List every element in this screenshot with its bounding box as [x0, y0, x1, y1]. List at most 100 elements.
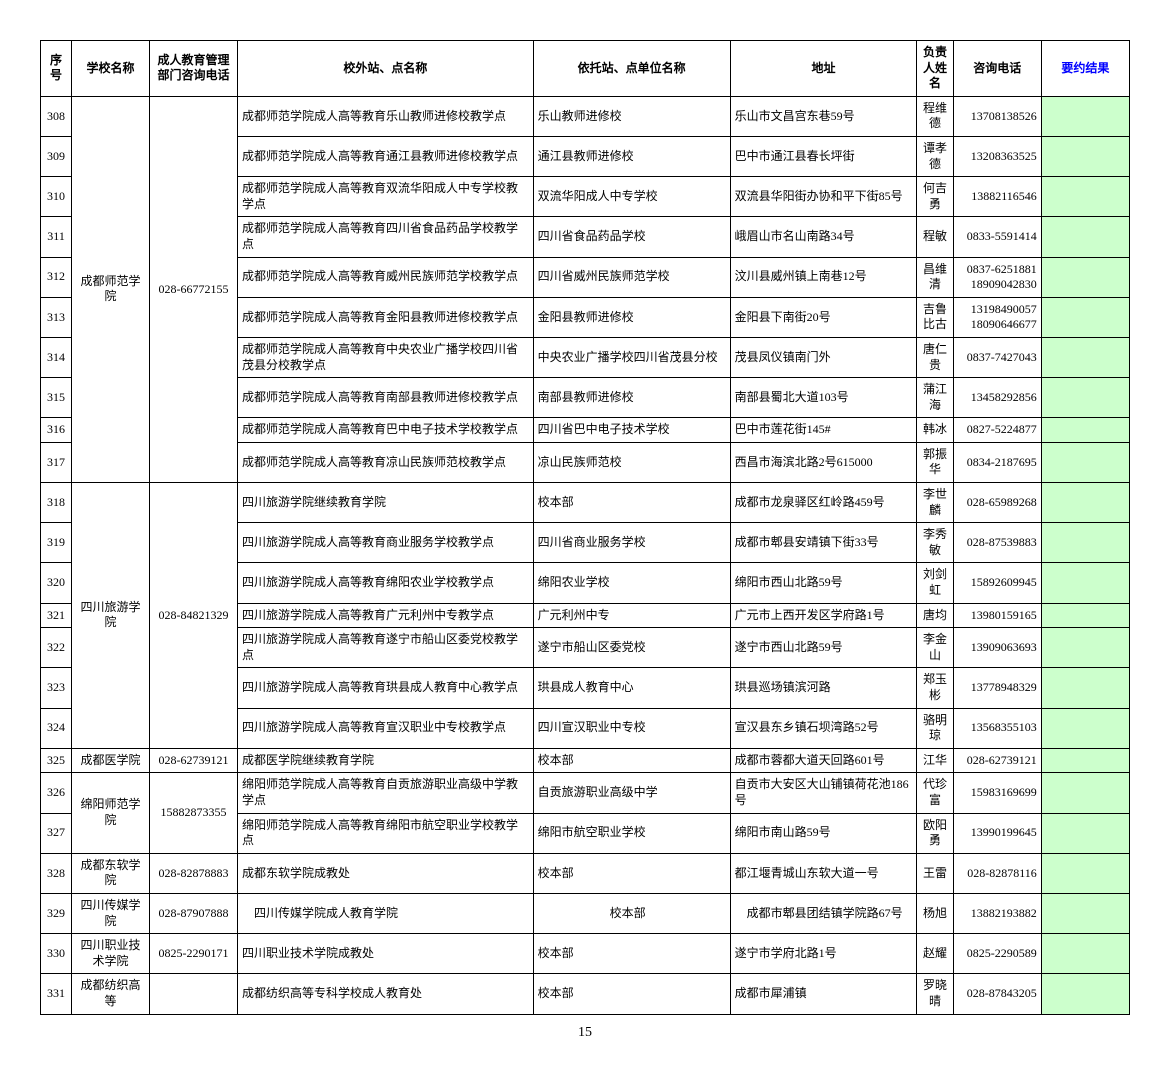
cell-station: 四川旅游学院继续教育学院 [238, 483, 534, 523]
table-row: 325成都医学院028-62739121成都医学院继续教育学院校本部成都市蓉都大… [41, 748, 1130, 773]
cell-addr: 巴中市通江县春长坪街 [730, 136, 917, 176]
cell-unit: 校本部 [533, 934, 730, 974]
cell-result [1041, 378, 1129, 418]
header-result: 要约结果 [1041, 41, 1129, 97]
cell-station: 四川旅游学院成人高等教育商业服务学校教学点 [238, 523, 534, 563]
cell-seq: 310 [41, 177, 72, 217]
cell-unit: 金阳县教师进修校 [533, 297, 730, 337]
cell-phone2: 13458292856 [953, 378, 1041, 418]
cell-seq: 309 [41, 136, 72, 176]
table-row: 318四川旅游学院028-84821329四川旅游学院继续教育学院校本部成都市龙… [41, 483, 1130, 523]
cell-result [1041, 934, 1129, 974]
cell-seq: 325 [41, 748, 72, 773]
cell-seq: 313 [41, 297, 72, 337]
cell-unit: 四川省巴中电子技术学校 [533, 418, 730, 443]
cell-station: 成都师范学院成人高等教育双流华阳成人中专学校教学点 [238, 177, 534, 217]
cell-addr: 双流县华阳街办协和平下街85号 [730, 177, 917, 217]
cell-unit: 四川省食品药品学校 [533, 217, 730, 257]
cell-result [1041, 628, 1129, 668]
cell-phone2: 0837-6251881 18909042830 [953, 257, 1041, 297]
cell-person: 罗晓晴 [917, 974, 953, 1014]
cell-phone2: 15892609945 [953, 563, 1041, 603]
table-row: 330四川职业技术学院0825-2290171四川职业技术学院成教处校本部遂宁市… [41, 934, 1130, 974]
cell-unit: 四川省商业服务学校 [533, 523, 730, 563]
cell-phone2: 13882116546 [953, 177, 1041, 217]
cell-station: 成都师范学院成人高等教育中央农业广播学校四川省茂县分校教学点 [238, 337, 534, 377]
cell-unit: 校本部 [533, 974, 730, 1014]
cell-phone2: 15983169699 [953, 773, 1041, 813]
cell-person: 吉鲁比古 [917, 297, 953, 337]
cell-seq: 314 [41, 337, 72, 377]
cell-person: 李世麟 [917, 483, 953, 523]
cell-unit: 中央农业广播学校四川省茂县分校 [533, 337, 730, 377]
cell-phone2: 028-87843205 [953, 974, 1041, 1014]
cell-person: 李秀敏 [917, 523, 953, 563]
cell-result [1041, 853, 1129, 893]
cell-unit: 南部县教师进修校 [533, 378, 730, 418]
cell-person: 李金山 [917, 628, 953, 668]
cell-result [1041, 523, 1129, 563]
header-station: 校外站、点名称 [238, 41, 534, 97]
cell-unit: 四川省威州民族师范学校 [533, 257, 730, 297]
cell-phone2: 028-65989268 [953, 483, 1041, 523]
cell-school: 成都师范学院 [72, 96, 150, 482]
cell-school: 四川旅游学院 [72, 483, 150, 749]
cell-result [1041, 974, 1129, 1014]
data-table: 序号 学校名称 成人教育管理部门咨询电话 校外站、点名称 依托站、点单位名称 地… [40, 40, 1130, 1015]
cell-seq: 320 [41, 563, 72, 603]
cell-person: 欧阳勇 [917, 813, 953, 853]
table-header: 序号 学校名称 成人教育管理部门咨询电话 校外站、点名称 依托站、点单位名称 地… [41, 41, 1130, 97]
cell-person: 唐均 [917, 603, 953, 628]
cell-seq: 331 [41, 974, 72, 1014]
cell-addr: 茂县凤仪镇南门外 [730, 337, 917, 377]
cell-unit: 绵阳农业学校 [533, 563, 730, 603]
cell-unit: 校本部 [533, 893, 730, 933]
cell-unit: 广元利州中专 [533, 603, 730, 628]
cell-phone2: 0834-2187695 [953, 442, 1041, 482]
cell-result [1041, 748, 1129, 773]
cell-phone2: 028-62739121 [953, 748, 1041, 773]
cell-phone1: 028-62739121 [149, 748, 237, 773]
cell-phone1 [149, 974, 237, 1014]
cell-school: 成都医学院 [72, 748, 150, 773]
header-phone2: 咨询电话 [953, 41, 1041, 97]
cell-result [1041, 337, 1129, 377]
cell-result [1041, 563, 1129, 603]
cell-addr: 乐山市文昌宫东巷59号 [730, 96, 917, 136]
cell-person: 代珍富 [917, 773, 953, 813]
cell-school: 成都东软学院 [72, 853, 150, 893]
cell-school: 绵阳师范学院 [72, 773, 150, 853]
cell-phone2: 028-82878116 [953, 853, 1041, 893]
cell-phone2: 13882193882 [953, 893, 1041, 933]
cell-unit: 校本部 [533, 748, 730, 773]
cell-station: 成都师范学院成人高等教育通江县教师进修校教学点 [238, 136, 534, 176]
table-row: 331成都纺织高等成都纺织高等专科学校成人教育处校本部成都市犀浦镇罗晓晴028-… [41, 974, 1130, 1014]
cell-addr: 西昌市海滨北路2号615000 [730, 442, 917, 482]
cell-result [1041, 893, 1129, 933]
cell-phone2: 13778948329 [953, 668, 1041, 708]
cell-addr: 成都市蓉都大道天回路601号 [730, 748, 917, 773]
cell-person: 刘剑虹 [917, 563, 953, 603]
cell-seq: 323 [41, 668, 72, 708]
cell-station: 成都师范学院成人高等教育巴中电子技术学校教学点 [238, 418, 534, 443]
cell-station: 四川职业技术学院成教处 [238, 934, 534, 974]
cell-addr: 成都市犀浦镇 [730, 974, 917, 1014]
cell-unit: 校本部 [533, 483, 730, 523]
cell-addr: 遂宁市学府北路1号 [730, 934, 917, 974]
cell-addr: 宣汉县东乡镇石坝湾路52号 [730, 708, 917, 748]
cell-addr: 都江堰青城山东软大道一号 [730, 853, 917, 893]
cell-station: 四川旅游学院成人高等教育广元利州中专教学点 [238, 603, 534, 628]
cell-result [1041, 668, 1129, 708]
cell-addr: 巴中市莲花街145# [730, 418, 917, 443]
cell-phone1: 0825-2290171 [149, 934, 237, 974]
cell-station: 成都师范学院成人高等教育威州民族师范学校教学点 [238, 257, 534, 297]
header-school: 学校名称 [72, 41, 150, 97]
cell-phone1: 028-82878883 [149, 853, 237, 893]
cell-seq: 311 [41, 217, 72, 257]
cell-addr: 南部县蜀北大道103号 [730, 378, 917, 418]
cell-seq: 312 [41, 257, 72, 297]
cell-seq: 317 [41, 442, 72, 482]
cell-person: 韩冰 [917, 418, 953, 443]
cell-school: 成都纺织高等 [72, 974, 150, 1014]
cell-seq: 329 [41, 893, 72, 933]
